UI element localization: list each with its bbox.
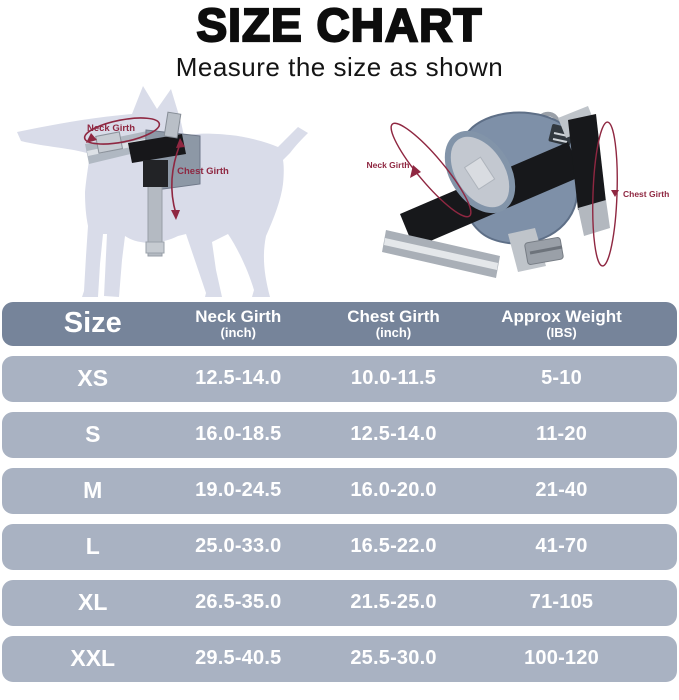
- table-row-xs: XS 12.5-14.0 10.0-11.5 5-10: [2, 355, 677, 402]
- neck-girth-cell: 26.5-35.0: [195, 591, 282, 614]
- chest-girth-cell: 16.0-20.0: [350, 479, 437, 502]
- harness-reflective-stripe: [384, 237, 498, 270]
- table-row-s: S 16.0-18.5 12.5-14.0 11-20: [2, 411, 677, 458]
- weight-cell: 100-120: [524, 647, 599, 670]
- dog-harness-black-strap: [128, 133, 186, 163]
- dog-measurement-diagram: Neck Girth Chest Girth: [17, 85, 308, 297]
- neck-girth-cell: 19.0-24.5: [195, 479, 282, 502]
- heading-block: SIZE CHART Measure the size as shown: [0, 0, 679, 83]
- chest-girth-cell: 10.0-11.5: [350, 367, 437, 390]
- neck-girth-arrowhead: [410, 164, 421, 178]
- chest-girth-arc: [171, 143, 181, 214]
- chest-girth-cell: 21.5-25.0: [350, 591, 437, 614]
- dog-harness-strap-tip: [145, 241, 165, 254]
- harness-right-strap-end: [578, 199, 610, 236]
- chest-girth-cell: 25.5-30.0: [350, 647, 437, 670]
- size-cell: XL: [78, 589, 108, 616]
- neck-girth-cell: 29.5-40.5: [195, 647, 282, 670]
- chest-girth-ellipse: [592, 121, 618, 267]
- neck-girth-arrowhead: [86, 132, 97, 143]
- chest-girth-cell: 16.5-22.0: [350, 535, 437, 558]
- chest-girth-label: Chest Girth: [623, 189, 669, 199]
- dog-harness-clip: [163, 111, 182, 139]
- column-header-chest-girth: Chest Girth (inch): [347, 306, 440, 340]
- chest-girth-cell: 12.5-14.0: [350, 423, 437, 446]
- chest-girth-arrowhead: [611, 189, 619, 197]
- weight-cell: 71-105: [529, 591, 594, 614]
- size-cell: S: [85, 421, 101, 448]
- dog-harness-hanging-buckle: [143, 159, 168, 187]
- weight-cell: 41-70: [535, 535, 588, 558]
- harness-label-line2: [552, 137, 568, 143]
- size-cell: XXL: [70, 645, 116, 672]
- chest-girth-label: Chest Girth: [177, 166, 229, 177]
- page-subtitle: Measure the size as shown: [175, 51, 504, 82]
- chest-girth-arrowhead-top: [176, 137, 185, 148]
- dog-harness-buckle-left: [95, 130, 124, 154]
- column-header-size: Size: [63, 307, 122, 340]
- column-header-neck-girth: Neck Girth (inch): [195, 306, 282, 340]
- neck-girth-cell: 16.0-18.5: [195, 423, 282, 446]
- illustration-row: Neck Girth Chest Girth: [0, 84, 679, 299]
- weight-cell: 5-10: [541, 367, 582, 390]
- weight-cell: 21-40: [535, 479, 588, 502]
- table-row-l: L 25.0-33.0 16.5-22.0 41-70: [2, 523, 677, 570]
- size-cell: M: [83, 477, 103, 504]
- neck-girth-label: Neck Girth: [87, 123, 135, 134]
- size-cell: XS: [77, 365, 109, 392]
- column-header-approx-weight: Approx Weight (IBS): [501, 306, 622, 340]
- neck-girth-cell: 12.5-14.0: [195, 367, 282, 390]
- page-title: SIZE CHART: [195, 0, 483, 51]
- table-row-xl: XL 26.5-35.0 21.5-25.0 71-105: [2, 579, 677, 626]
- size-table: Size Neck Girth (inch) Chest Girth (inch…: [0, 301, 679, 682]
- table-row-xxl: XXL 29.5-40.5 25.5-30.0 100-120: [2, 635, 677, 682]
- harness-slider-bar: [529, 245, 563, 255]
- table-header-row: Size Neck Girth (inch) Chest Girth (inch…: [2, 301, 677, 346]
- table-row-m: M 19.0-24.5 16.0-20.0 21-40: [2, 467, 677, 514]
- chest-girth-arrowhead-bottom: [171, 209, 180, 220]
- neck-girth-cell: 25.0-33.0: [195, 535, 282, 558]
- neck-girth-ellipse: [83, 116, 161, 145]
- harness-mesh-window: [463, 156, 496, 190]
- neck-girth-label: Neck Girth: [367, 160, 410, 170]
- weight-cell: 11-20: [535, 423, 588, 446]
- size-cell: L: [85, 533, 100, 560]
- harness-right-velcro: [568, 113, 606, 210]
- harness-measurement-diagram: Neck Girth Chest Girth: [367, 105, 669, 278]
- neck-girth-ellipse: [390, 122, 472, 218]
